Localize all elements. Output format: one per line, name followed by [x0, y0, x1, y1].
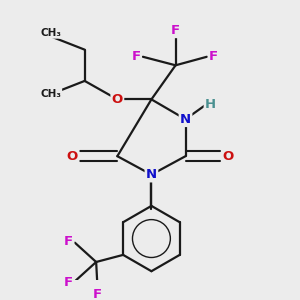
- Text: F: F: [209, 50, 218, 63]
- Text: F: F: [64, 276, 73, 289]
- Text: F: F: [64, 235, 73, 248]
- Text: N: N: [146, 168, 157, 181]
- Text: CH₃: CH₃: [40, 89, 61, 99]
- Text: N: N: [180, 113, 191, 126]
- Text: F: F: [93, 288, 102, 300]
- Text: O: O: [67, 150, 78, 163]
- Text: H: H: [205, 98, 216, 111]
- Text: F: F: [131, 50, 141, 63]
- Text: O: O: [223, 150, 234, 163]
- Text: CH₃: CH₃: [40, 28, 61, 38]
- Text: F: F: [171, 24, 180, 37]
- Text: O: O: [112, 93, 123, 106]
